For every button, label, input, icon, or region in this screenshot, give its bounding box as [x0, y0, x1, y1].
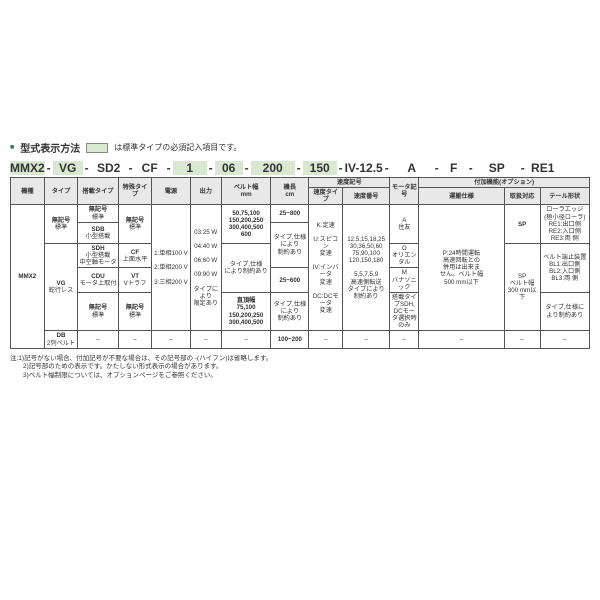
- c-type3: DB2列ベルト: [44, 331, 78, 348]
- h-type: タイプ: [44, 178, 78, 205]
- c-spec4: 無記号標準: [118, 292, 152, 331]
- c-type1: 無記号標準: [44, 205, 78, 244]
- model-seg-4: 1: [173, 161, 207, 175]
- c-opt6: タイプ,仕様により制約あり: [540, 292, 589, 331]
- c-mount5: 無記号標準: [78, 292, 118, 331]
- model-seg-3: CF: [135, 161, 165, 175]
- c-type2: VG蛇行レス: [44, 244, 78, 331]
- c-motor-a: A住友: [390, 205, 419, 244]
- hyphen: -: [129, 161, 133, 175]
- d7: –: [343, 331, 390, 348]
- h-tail: テール形状: [540, 188, 589, 205]
- c-belt1: 50,75,100150,200,250300,400,500600: [221, 205, 270, 244]
- d9: –: [419, 331, 504, 348]
- c-len2: タイプ,仕様により制約あり: [271, 222, 309, 268]
- d10: –: [504, 331, 540, 348]
- d6: –: [309, 331, 343, 348]
- model-code-row: MMX2-VG-SD2-CF-1-06-200-150-IV-12.5-A-F-…: [10, 161, 590, 175]
- hyphen: -: [521, 161, 525, 175]
- d3: –: [152, 331, 190, 348]
- model-seg-8: IV-12.5: [345, 161, 383, 175]
- c-spec2: CF上面水平: [118, 244, 152, 268]
- title-text: 型式表示方法: [20, 140, 80, 155]
- h-conv: 運搬仕様: [419, 188, 504, 205]
- model-seg-5: 06: [215, 161, 243, 175]
- h-belt: ベルト幅mm: [221, 178, 270, 205]
- hyphen: -: [339, 161, 343, 175]
- c-opt5: ベルト端止装置BL1:出口側BL2:入口側BL3:両 側: [540, 244, 589, 293]
- hyphen: -: [385, 161, 389, 175]
- c-spec1: 無記号標準: [118, 205, 152, 244]
- c-belt2: タイプ,仕様により制約あり: [221, 244, 270, 293]
- c-speednum: 12.5,15,18,2530,36,50,6075,90,100120,150…: [343, 205, 390, 331]
- hyphen: -: [47, 161, 51, 175]
- c-len1: 25~800: [271, 205, 309, 222]
- d8: –: [390, 331, 419, 348]
- model-seg-10: F: [441, 161, 467, 175]
- c-output: 03:25 W04:40 W06:60 W09:90 Wタイプにより限定あり: [190, 205, 221, 331]
- c-mount4: CDUモータ上取付: [78, 268, 118, 292]
- d11: –: [540, 331, 589, 348]
- hyphen: -: [469, 161, 473, 175]
- h-special: 特殊タイプ: [118, 178, 152, 205]
- model-seg-7: 150: [303, 161, 337, 175]
- c-opt1: P:24時間運転高速回転との併用は出来ません。ベルト幅500 mm以下: [419, 205, 504, 331]
- spec-table: 機種 タイプ 搭載タイプ 特殊タイプ 電源 出力 ベルト幅mm 機長cm 速度記…: [10, 177, 590, 349]
- c-len3: 25~600: [271, 268, 309, 292]
- c-speedtype: K:定速U:スピコン変速IV:インバータ変速DC:DCモータ変速: [309, 205, 343, 331]
- note-1: 注:1)記号がない場合、付加記号が不要な場合は、その記号部の -(ハイフン)は省…: [10, 355, 590, 363]
- c-len5: 100~200: [271, 331, 309, 348]
- c-mount2: SDB小型搭載: [78, 222, 118, 243]
- d4: –: [190, 331, 221, 348]
- header-row-1: 機種 タイプ 搭載タイプ 特殊タイプ 電源 出力 ベルト幅mm 機長cm 速度記…: [11, 178, 590, 188]
- hyphen: -: [85, 161, 89, 175]
- model-seg-1: VG: [53, 161, 83, 175]
- c-opt4: ローラエッジ(極小径ローラ)RE1:出口側RE2:入口側RE3:両 側: [540, 205, 589, 244]
- legend-chip: [86, 143, 108, 153]
- model-seg-6: 200: [251, 161, 295, 175]
- h-speedtype: 速度タイプ: [309, 188, 343, 205]
- hyphen: -: [167, 161, 171, 175]
- h-length: 機長cm: [271, 178, 309, 205]
- hyphen: -: [435, 161, 439, 175]
- h-power: 電源: [152, 178, 190, 205]
- c-belt3: 直頂幅75,100150,200,250300,400,500: [221, 292, 270, 331]
- c-mount1: 無記号標準: [78, 205, 118, 222]
- hyphen: -: [245, 161, 249, 175]
- title-mark: ■: [10, 144, 14, 151]
- h-option: 付加機能(オプション): [419, 178, 590, 188]
- h-output: 出力: [190, 178, 221, 205]
- c-machine: MMX2: [11, 205, 45, 348]
- c-mount3: SDH小型搭載中空軸モータ: [78, 244, 118, 268]
- h-handle: 取扱対応: [504, 188, 540, 205]
- h-speed: 速度記号: [309, 178, 390, 188]
- model-seg-2: SD2: [91, 161, 127, 175]
- title-row: ■ 型式表示方法 は標準タイプの必須記入項目です。: [10, 140, 590, 155]
- model-seg-11: SP: [475, 161, 519, 175]
- d1: –: [78, 331, 118, 348]
- h-motor: モータ記号: [390, 178, 419, 205]
- c-len4: タイプ,仕様により制約あり: [271, 292, 309, 331]
- c-opt2: SP: [504, 205, 540, 244]
- note-3: 3)ベルト幅制限については、オプションページをご参照ください。: [10, 372, 590, 380]
- c-motor-m: Mパナソニック: [390, 268, 419, 292]
- model-seg-9: A: [391, 161, 433, 175]
- h-machine: 機種: [11, 178, 45, 205]
- c-opt3: SPベルト幅300 mm以下: [504, 244, 540, 331]
- d2: –: [118, 331, 152, 348]
- note-2: 2)記号部のための表示です。かたしない形式表示の場合があります。: [10, 363, 590, 371]
- d5: –: [221, 331, 270, 348]
- c-power: 1:単相100 V2:単相200 V3:三相200 V: [152, 205, 190, 331]
- hyphen: -: [297, 161, 301, 175]
- model-seg-12: RE1: [527, 161, 559, 175]
- h-speednum: 速度番号: [343, 188, 390, 205]
- c-motor-o: Oオリエンタル: [390, 244, 419, 268]
- legend-text: は標準タイプの必須記入項目です。: [114, 142, 241, 153]
- footnotes: 注:1)記号がない場合、付加記号が不要な場合は、その記号部の -(ハイフン)は省…: [10, 355, 590, 380]
- model-seg-0: MMX2: [10, 161, 45, 175]
- c-motor-note: 搭載タイプSDH,DCモータ選択時のみ: [390, 292, 419, 331]
- h-mount: 搭載タイプ: [78, 178, 118, 205]
- hyphen: -: [209, 161, 213, 175]
- c-spec3: VTVトラフ: [118, 268, 152, 292]
